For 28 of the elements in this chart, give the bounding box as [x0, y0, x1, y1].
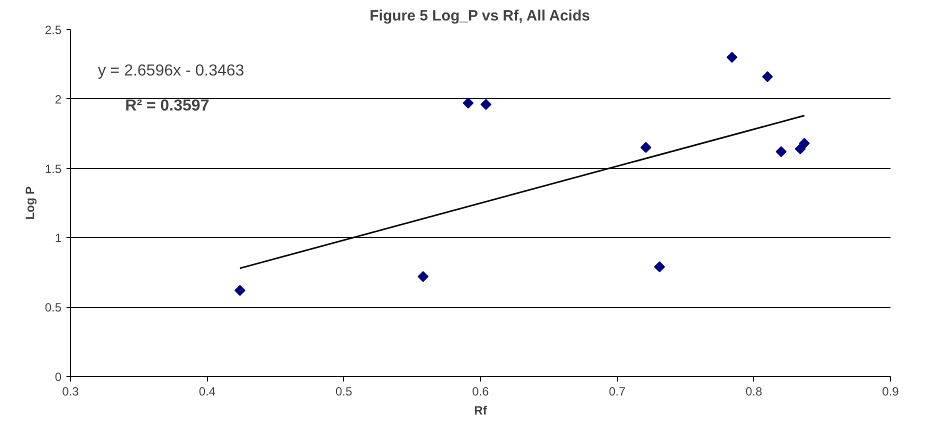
point: [462, 98, 474, 109]
y-tick-label: 0: [54, 370, 62, 384]
point: [776, 146, 787, 158]
point: [762, 71, 773, 82]
x-tick-label: 0.6: [472, 384, 490, 398]
point: [726, 52, 738, 63]
point: [640, 142, 652, 153]
y-tick-label: 2.5: [44, 23, 62, 37]
y-axis-title: Log P: [22, 186, 37, 220]
annotation: y = 2.6596x - 0.3463: [98, 62, 244, 80]
point: [234, 284, 246, 296]
x-tick-label: 0.8: [745, 384, 762, 398]
y-tick-label: 1.5: [44, 162, 62, 176]
y-tick-label: 2: [54, 92, 62, 106]
y-tick-label: 1: [54, 231, 62, 246]
y-tick-label: 0.5: [44, 300, 62, 315]
annotation: R² = 0.3597: [125, 97, 210, 114]
x-axis-title: Rf: [474, 404, 488, 418]
x-tick-label: 0.5: [335, 384, 352, 398]
x-tick-label: 0.4: [198, 384, 216, 398]
x-tick-label: 0.3: [62, 384, 80, 398]
point: [418, 271, 429, 282]
x-tick-label: 0.9: [882, 384, 900, 398]
point: [654, 261, 665, 272]
x-tick-label: 0.7: [608, 384, 626, 398]
point: [798, 138, 810, 149]
chart-title: Figure 5 Log_P vs Rf, All Acids: [370, 8, 590, 24]
point: [480, 99, 492, 110]
